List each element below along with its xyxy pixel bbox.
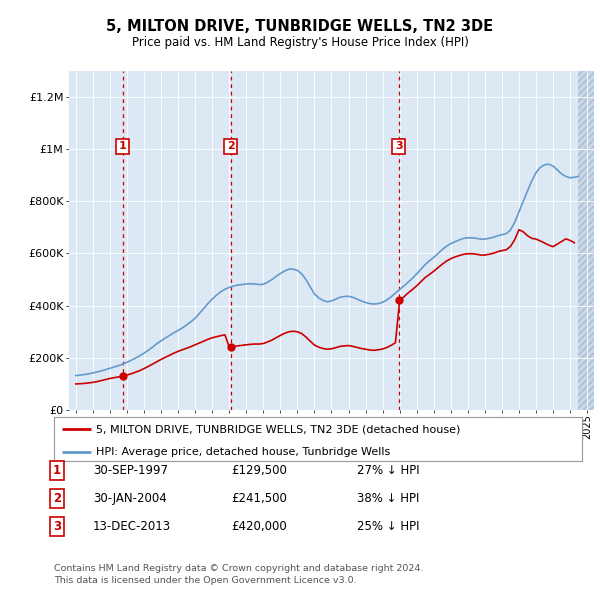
Text: 3: 3: [53, 520, 61, 533]
Text: 25% ↓ HPI: 25% ↓ HPI: [357, 520, 419, 533]
Text: 30-JAN-2004: 30-JAN-2004: [93, 492, 167, 505]
Text: £129,500: £129,500: [231, 464, 287, 477]
Text: 13-DEC-2013: 13-DEC-2013: [93, 520, 171, 533]
Text: 1: 1: [53, 464, 61, 477]
Text: 5, MILTON DRIVE, TUNBRIDGE WELLS, TN2 3DE: 5, MILTON DRIVE, TUNBRIDGE WELLS, TN2 3D…: [106, 19, 494, 34]
Text: HPI: Average price, detached house, Tunbridge Wells: HPI: Average price, detached house, Tunb…: [96, 447, 391, 457]
Text: Price paid vs. HM Land Registry's House Price Index (HPI): Price paid vs. HM Land Registry's House …: [131, 36, 469, 49]
Text: 3: 3: [395, 142, 403, 152]
Text: 38% ↓ HPI: 38% ↓ HPI: [357, 492, 419, 505]
Text: 2: 2: [53, 492, 61, 505]
Text: £241,500: £241,500: [231, 492, 287, 505]
Text: 5, MILTON DRIVE, TUNBRIDGE WELLS, TN2 3DE (detached house): 5, MILTON DRIVE, TUNBRIDGE WELLS, TN2 3D…: [96, 424, 461, 434]
Text: Contains HM Land Registry data © Crown copyright and database right 2024.
This d: Contains HM Land Registry data © Crown c…: [54, 564, 424, 585]
Text: £420,000: £420,000: [231, 520, 287, 533]
Text: 1: 1: [119, 142, 127, 152]
Text: 2: 2: [227, 142, 235, 152]
Bar: [578, 71, 600, 410]
Text: 27% ↓ HPI: 27% ↓ HPI: [357, 464, 419, 477]
Text: 30-SEP-1997: 30-SEP-1997: [93, 464, 168, 477]
